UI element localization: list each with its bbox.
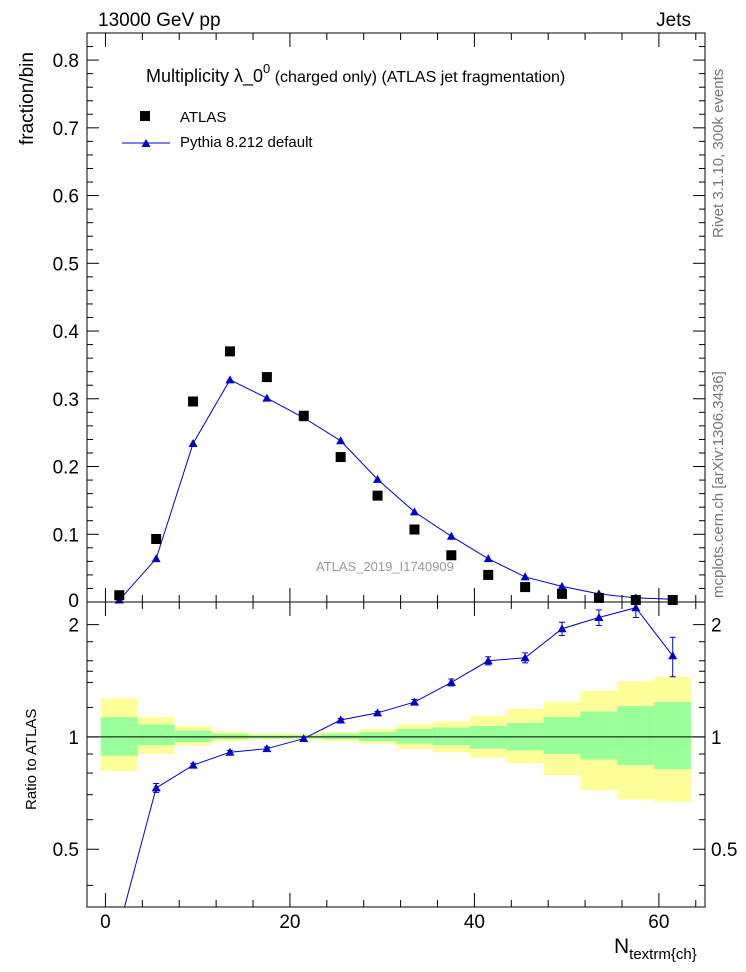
ratio-point-10 [483,656,493,665]
ratio-point-8 [409,697,419,706]
main-ytick-label: 0.2 [53,458,79,479]
main-ytick-label: 0.6 [53,187,79,208]
ratio-series [115,602,678,930]
pythia-point-11 [520,572,530,581]
atlas-point-2 [188,396,199,407]
atlas-point-4 [261,372,272,383]
ratio-ytick-label: 0.5 [53,840,79,861]
band-inner-bin-12 [543,717,581,754]
atlas-point-8 [409,524,420,535]
band-inner-bin-9 [432,727,470,746]
axes: 0.10.20.30.40.50.60.70.800.5 0.51 12 20 20 40… [53,32,737,933]
pythia-point-1 [151,554,161,563]
main-ytick-label: 0.4 [53,322,80,343]
main-ytick-label-zero: 0 [68,591,79,612]
title-suffix: (charged only) (ATLAS jet fragmentation) [270,69,565,86]
ratio-point-1 [151,783,161,792]
pythia-point-10 [483,554,493,563]
xtick-label: 40 [464,912,485,933]
xlabel-main: N [614,935,629,958]
ratio-ytick-label-right: 0.5 [711,840,737,861]
rivet-label: Rivet 3.1.10, 300k events [710,69,727,238]
xtick-label: 60 [648,912,669,933]
pythia-point-3 [225,375,235,384]
main-ytick-label: 0.8 [53,51,79,72]
pythia-point-7 [373,474,383,483]
xlabel-sub: textrm{ch} [629,946,697,963]
band-inner-bin-13 [580,711,618,760]
ratio-point-12 [557,624,567,633]
atlas-point-9 [446,550,457,561]
atlas-point-1 [151,534,162,545]
legend-atlas-label: ATLAS [180,109,226,126]
main-ytick-label: 0.3 [53,390,79,411]
band-inner-bin-15 [654,702,692,770]
ratio-point-3 [225,747,235,756]
pythia-point-6 [336,436,346,445]
atlas-point-12 [557,588,568,599]
ratio-plot [115,602,678,930]
legend-atlas-marker [140,111,150,121]
header-left: 13000 GeV pp [98,10,221,31]
title-sup: 0 [263,61,270,76]
watermark: ATLAS_2019_I1740909 [316,559,454,574]
pythia-point-4 [262,393,272,402]
main-ytick-label: 0.5 [53,254,79,275]
ratio-point-15 [668,651,678,660]
ratio-frame [86,601,706,908]
pythia-point-9 [446,531,456,540]
ratio-ytick-label: 2 [68,616,79,637]
ratio-point-9 [446,677,456,686]
ratio-ytick-label-right: 2 [711,616,722,637]
atlas-point-14 [630,594,641,605]
main-title: Multiplicity λ_00 (charged only) (ATLAS … [146,61,565,87]
pythia-point-2 [188,438,198,447]
ratio-point-2 [188,760,198,769]
ratio-point-7 [373,708,383,717]
ratio-point-14 [631,603,641,612]
atlas-point-0 [114,590,125,601]
ratio-ytick-label: 1 [68,728,79,749]
xtick-label: 0 [100,912,111,933]
atlas-point-10 [483,569,494,580]
xtick-label: 20 [279,912,300,933]
mcplots-label: mcplots.cern.ch [arXiv:1306.3436] [710,371,727,598]
atlas-point-13 [593,592,604,603]
atlas-point-11 [520,582,531,593]
ratio-point-13 [594,613,604,622]
ratio-point-6 [336,715,346,724]
legend-pythia-marker [141,139,151,147]
ratio-ylabel: Ratio to ATLAS [23,709,40,810]
band-inner-bin-2 [174,730,212,742]
header-right: Jets [656,10,691,31]
band-inner-bin-8 [396,729,433,744]
main-ytick-label: 0.1 [53,525,79,546]
ratio-point-4 [262,744,272,753]
main-ytick-label: 0.7 [53,119,79,140]
pythia-point-8 [409,507,419,516]
ratio-ytick-label-right: 1 [711,728,722,749]
main-plot [114,346,678,605]
x-axis-title: Ntextrm{ch} [614,935,697,963]
atlas-point-3 [224,346,235,357]
atlas-point-6 [335,452,346,463]
ratio-bands [87,676,705,802]
band-inner-bin-14 [617,706,655,766]
ratio-line [123,607,674,907]
atlas-point-7 [372,490,383,501]
pythia-line [118,379,673,601]
band-inner-bin-1 [137,724,175,746]
title-main: Multiplicity λ_0 [146,66,263,87]
pythia-point-12 [557,581,567,590]
legend-pythia-label: Pythia 8.212 default [180,134,313,151]
legend: ATLAS Pythia 8.212 default [122,109,313,151]
ratio-point-5 [299,734,309,743]
ratio-point-11 [520,653,530,662]
atlas-point-15 [667,594,678,605]
atlas-point-5 [298,410,309,421]
ratio-point-0 [115,922,124,930]
main-ylabel: fraction/bin [17,52,38,145]
